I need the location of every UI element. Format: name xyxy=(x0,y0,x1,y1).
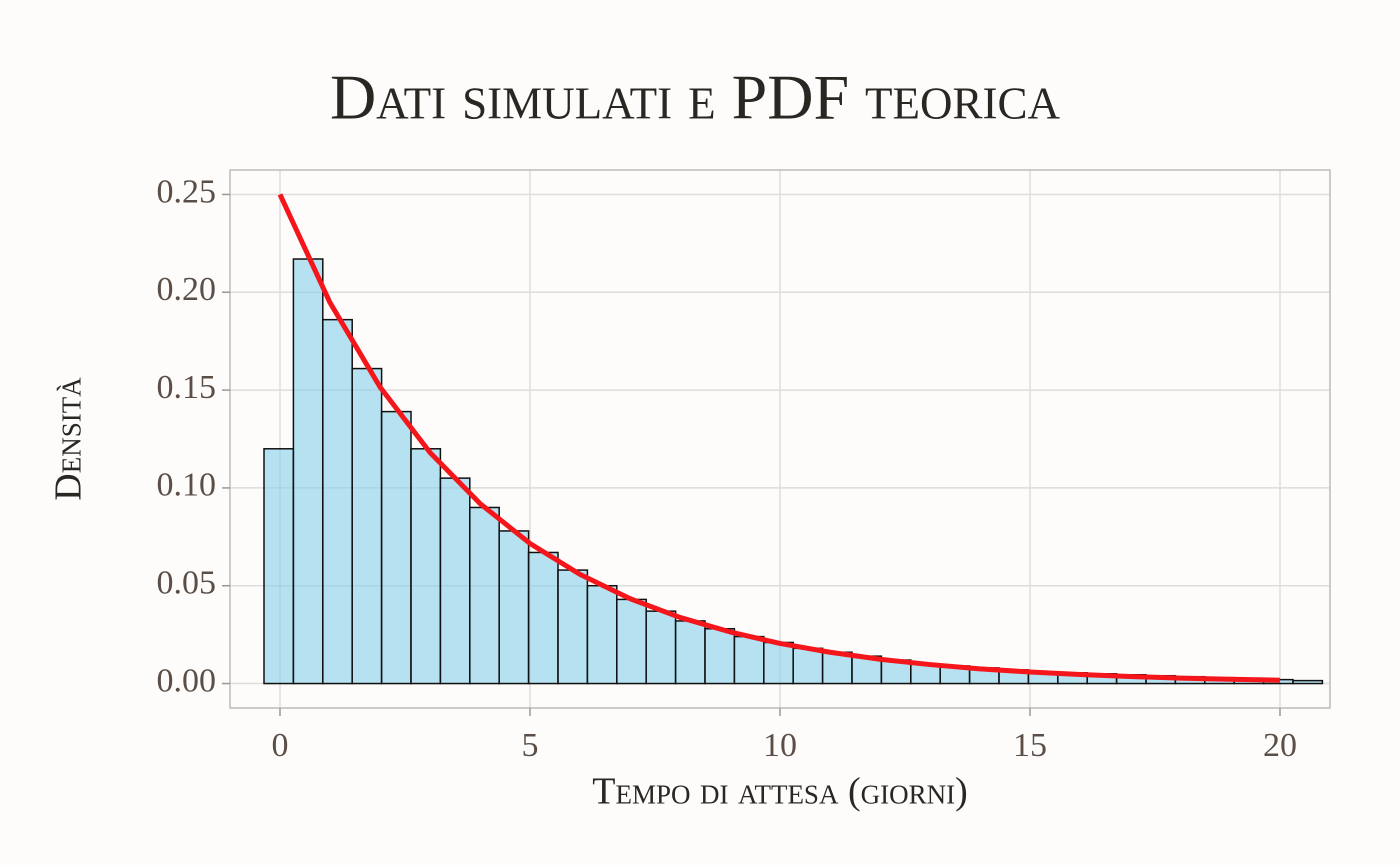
bar xyxy=(557,569,589,685)
bar xyxy=(645,610,677,685)
bar xyxy=(351,367,383,685)
y-tick-label: 0.25 xyxy=(157,173,217,210)
bar xyxy=(322,318,353,685)
bar xyxy=(527,551,559,685)
bar xyxy=(821,651,853,685)
y-tick-label: 0.20 xyxy=(157,271,217,308)
y-tick-label: 0.15 xyxy=(157,369,217,406)
bar xyxy=(616,598,647,685)
bar xyxy=(792,647,824,685)
bar xyxy=(498,530,530,685)
y-axis-label: Densità xyxy=(48,377,90,501)
bar xyxy=(1292,679,1324,685)
y-tick-label: 0.05 xyxy=(157,565,217,602)
tick-labels: 0.00 0.05 0.10 0.15 0.20 0.25 0 5 10 15 20 xyxy=(157,173,1298,764)
bar xyxy=(733,635,765,685)
bar xyxy=(469,506,500,685)
bar xyxy=(586,584,618,685)
x-tick-label: 15 xyxy=(1013,727,1047,764)
y-tick-label: 0.10 xyxy=(157,467,217,504)
x-tick-label: 10 xyxy=(763,727,797,764)
bar xyxy=(674,620,706,685)
bar xyxy=(704,628,736,685)
y-tick-label: 0.00 xyxy=(157,662,217,699)
x-tick-label: 5 xyxy=(522,727,539,764)
pdf-line xyxy=(277,193,1281,683)
bar xyxy=(263,448,295,685)
bar xyxy=(439,477,471,685)
chart-title: Dati simulati e PDF teorica xyxy=(330,62,1061,133)
x-tick-label: 20 xyxy=(1263,727,1297,764)
x-tick-label: 0 xyxy=(272,727,289,764)
bar xyxy=(292,258,324,685)
bar xyxy=(380,410,412,685)
bar xyxy=(410,448,442,685)
plot-area xyxy=(263,193,1324,685)
bar xyxy=(763,641,794,685)
x-axis-label: Tempo di attesa (giorni) xyxy=(592,771,968,813)
